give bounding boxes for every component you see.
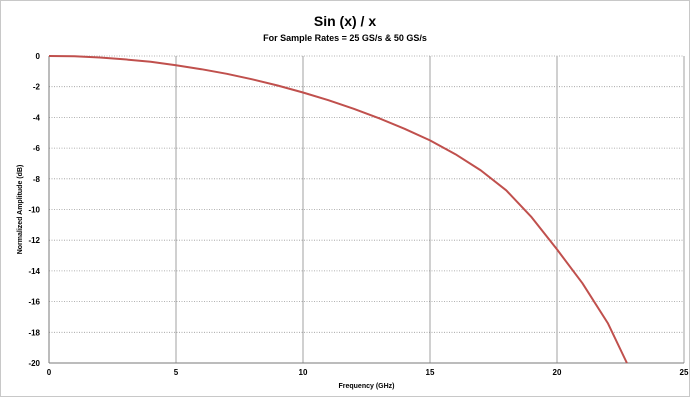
y-tick-label: -14 [28, 267, 40, 276]
x-tick-label: 15 [426, 368, 435, 377]
y-tick-label: -8 [33, 175, 41, 184]
y-tick-label: -4 [33, 113, 41, 122]
x-tick-label: 10 [299, 368, 308, 377]
series-line [48, 55, 628, 364]
chart-subtitle: For Sample Rates = 25 GS/s & 50 GS/s [263, 33, 427, 43]
y-tick-label: -16 [28, 298, 40, 307]
y-axis-title: Normalized Amplitude (dB) [17, 165, 24, 255]
tick-labels: 0 -2 -4 -6 -8 -10 -12 -14 -16 -18 -20 0 5 10 15 20 25 [28, 52, 689, 377]
x-tick-label: 20 [553, 368, 562, 377]
y-tick-label: 0 [36, 52, 41, 61]
chart-title: Sin (x) / x [313, 13, 377, 29]
series-layer [48, 55, 628, 364]
x-tick-label: 0 [47, 368, 52, 377]
x-axis-title: Frequency (GHz) [338, 383, 394, 390]
y-tick-label: -20 [28, 359, 40, 368]
y-tick-label: -18 [28, 328, 40, 337]
y-tick-label: -6 [33, 144, 41, 153]
y-tick-label: -2 [33, 83, 41, 92]
grid-lines [48, 55, 685, 364]
x-tick-label: 5 [174, 368, 179, 377]
x-tick-label: 25 [680, 368, 689, 377]
y-tick-label: -10 [28, 206, 40, 215]
y-tick-label: -12 [28, 236, 40, 245]
